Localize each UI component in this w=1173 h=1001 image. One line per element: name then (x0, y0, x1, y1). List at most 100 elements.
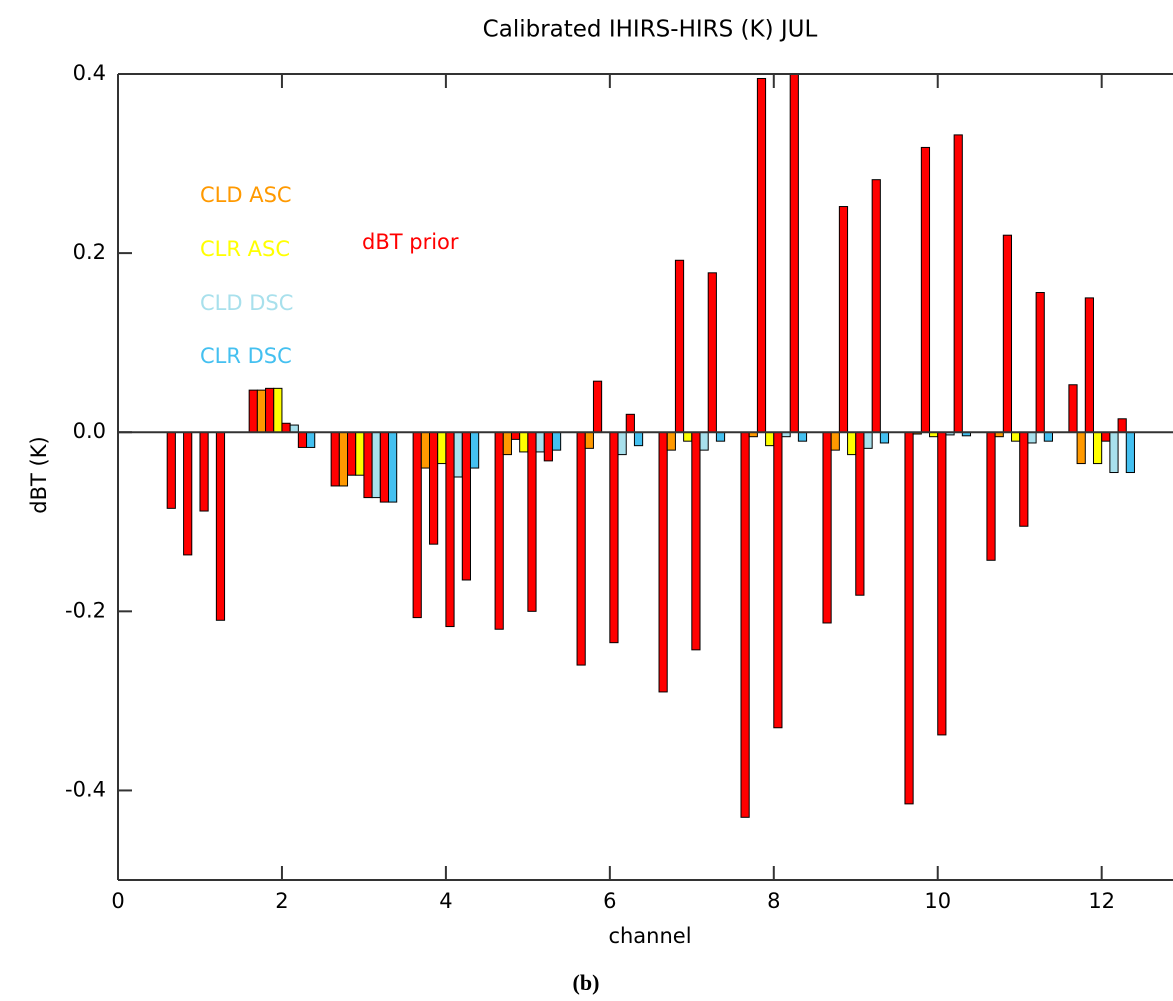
legend-label: CLD ASC (200, 183, 292, 207)
bar (1092, 431, 1103, 465)
bar (625, 413, 635, 433)
bar (388, 431, 398, 503)
bar (937, 431, 947, 736)
y-tick-label: -0.2 (65, 598, 106, 622)
y-tick-label: -0.4 (65, 777, 106, 801)
bar (797, 431, 808, 442)
bar (871, 179, 881, 433)
bar (576, 431, 586, 666)
bar (363, 431, 373, 499)
bar (535, 431, 545, 453)
bar (847, 431, 857, 456)
bar (953, 134, 963, 433)
chart-title: Calibrated IHIRS-HIRS (K) JUL (483, 17, 818, 43)
bar (699, 431, 709, 451)
bar (338, 431, 349, 487)
legend-label: dBT prior (362, 230, 459, 254)
bar (633, 431, 644, 447)
bar (609, 431, 619, 644)
bar (691, 431, 701, 651)
bar (273, 387, 283, 433)
x-tick-label: 8 (767, 889, 780, 913)
bar (461, 431, 471, 581)
bar (543, 431, 553, 462)
x-axis-label: channel (608, 924, 691, 948)
bar (428, 431, 439, 545)
bar (855, 431, 865, 596)
y-tick-label: 0.2 (73, 240, 106, 264)
bar (1125, 431, 1135, 474)
bar (1117, 418, 1127, 433)
bar (199, 431, 209, 512)
bar (551, 431, 562, 451)
bar (879, 431, 890, 444)
x-tick-label: 6 (603, 889, 616, 913)
bar (617, 431, 627, 456)
bar (683, 431, 693, 442)
bar (715, 431, 726, 442)
bar (822, 431, 832, 624)
bar (674, 259, 685, 433)
bar (445, 431, 455, 628)
bar (289, 424, 299, 433)
caption: (b) (573, 970, 600, 995)
y-tick-label: 0.0 (73, 419, 106, 443)
bar (904, 431, 914, 805)
bar (355, 431, 365, 476)
bar (1076, 431, 1086, 465)
bar (412, 431, 422, 619)
bar (707, 272, 717, 433)
bar (986, 431, 996, 561)
bar (1043, 431, 1053, 442)
bar (330, 431, 340, 487)
bar (494, 431, 504, 630)
bar (863, 431, 873, 449)
bar (920, 146, 931, 433)
bar (666, 431, 676, 451)
bar (215, 431, 226, 621)
bar (379, 431, 390, 503)
bar (166, 431, 176, 509)
bar (453, 431, 463, 478)
bar (347, 431, 357, 476)
bar (306, 431, 316, 448)
bar (1084, 297, 1094, 433)
bar (371, 431, 381, 499)
bar (773, 431, 783, 729)
bar (1002, 234, 1013, 433)
x-tick-label: 2 (275, 889, 288, 913)
bar (256, 389, 267, 433)
bar (765, 431, 775, 447)
bar (248, 389, 258, 433)
bar (1068, 384, 1078, 433)
bar (838, 206, 849, 433)
bar (420, 431, 430, 469)
bar (510, 431, 521, 440)
x-tick-label: 0 (111, 889, 124, 913)
bar (281, 422, 291, 433)
legend-label: CLR ASC (200, 237, 290, 261)
bar (519, 431, 529, 453)
y-axis-label: dBT (K) (27, 436, 51, 513)
bar (830, 431, 840, 451)
bar (1011, 431, 1021, 442)
bar (1101, 431, 1111, 442)
bar (1109, 431, 1119, 474)
bar (658, 431, 668, 693)
bar (527, 431, 537, 612)
legend-label: CLR DSC (200, 344, 292, 368)
plot-area (166, 74, 1135, 818)
bar (1027, 431, 1037, 444)
bar (1019, 431, 1029, 527)
bar (437, 431, 447, 465)
bar (297, 431, 308, 448)
bar (740, 431, 750, 818)
bar (1035, 292, 1045, 433)
bar (469, 431, 480, 469)
bar (592, 380, 603, 433)
y-tick-label: 0.4 (73, 61, 106, 85)
bar (265, 387, 275, 433)
bar (789, 74, 799, 433)
bar (756, 77, 767, 433)
